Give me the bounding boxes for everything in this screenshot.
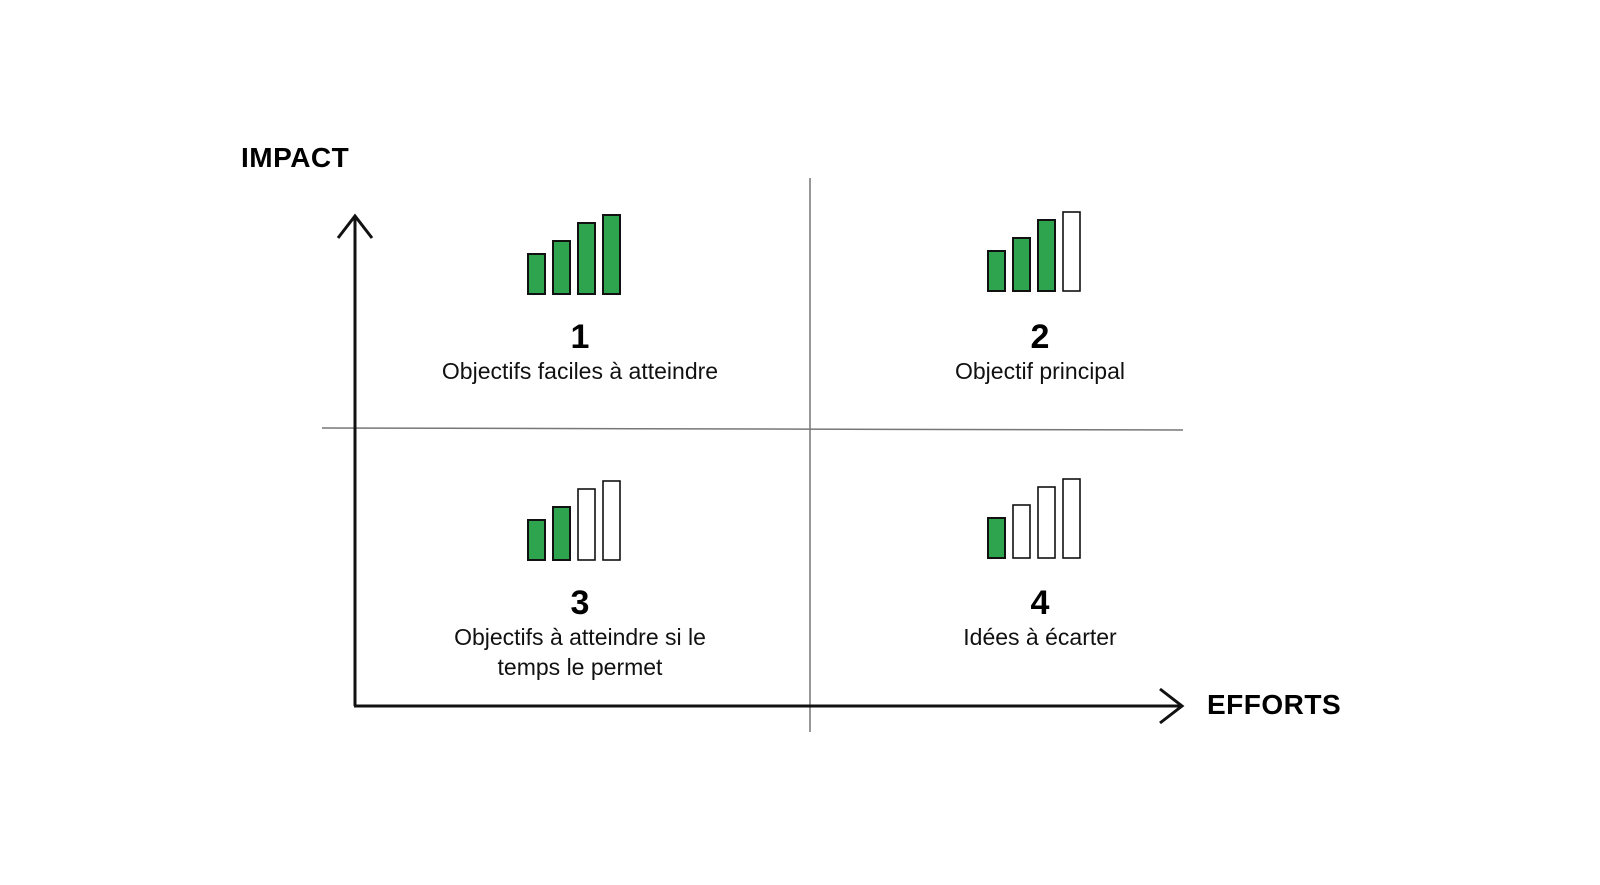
quadrant-1: 1 Objectifs faciles à atteindre <box>400 318 760 386</box>
quadrant-number: 2 <box>1030 318 1050 356</box>
empty-bar <box>1037 486 1056 559</box>
quadrant-4: 4 Idées à écarter <box>860 584 1220 652</box>
quadrant-label: Objectifs faciles à atteindre <box>441 358 719 384</box>
filled-bar <box>1037 219 1056 292</box>
quadrant-number: 3 <box>570 584 590 622</box>
y-axis-label: IMPACT <box>241 142 350 173</box>
filled-bar <box>987 517 1006 559</box>
x-axis-arrow-icon <box>1159 687 1185 725</box>
filled-bar <box>552 506 571 561</box>
filled-bar <box>527 253 546 295</box>
quadrant-label: Idées à écarter <box>963 624 1117 650</box>
quadrant-2: 2 Objectif principal <box>860 318 1220 386</box>
filled-bar <box>1012 237 1031 292</box>
impact-bars-icon <box>527 480 621 561</box>
filled-bar <box>527 519 546 561</box>
impact-bars-icon <box>987 211 1081 292</box>
filled-bar <box>577 222 596 295</box>
filled-bar <box>602 214 621 295</box>
empty-bar <box>577 488 596 561</box>
quadrant-number: 1 <box>570 318 590 356</box>
empty-bar <box>602 480 621 561</box>
filled-bar <box>987 250 1006 292</box>
empty-bar <box>1012 504 1031 559</box>
quadrant-label: Objectif principal <box>954 358 1126 384</box>
horizontal-divider <box>321 427 1184 431</box>
impact-bars-icon <box>527 214 621 295</box>
filled-bar <box>552 240 571 295</box>
x-axis-label: EFFORTS <box>1207 689 1342 720</box>
quadrant-label: Objectifs à atteindre si le temps le per… <box>454 624 706 680</box>
empty-bar <box>1062 478 1081 559</box>
impact-bars-icon <box>987 478 1081 559</box>
quadrant-3: 3 Objectifs à atteindre si le temps le p… <box>400 584 760 682</box>
quadrant-number: 4 <box>1030 584 1050 622</box>
y-axis-arrow-icon <box>336 213 374 239</box>
empty-bar <box>1062 211 1081 292</box>
